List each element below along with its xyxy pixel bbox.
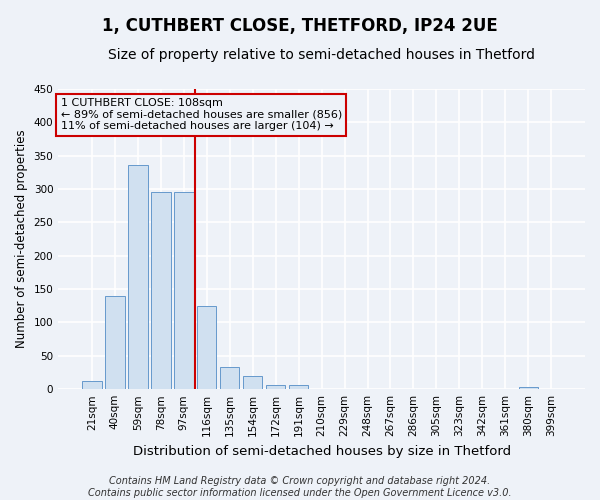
Bar	[518, 386, 538, 389]
Bar	[289, 384, 308, 389]
Title: Size of property relative to semi-detached houses in Thetford: Size of property relative to semi-detach…	[108, 48, 535, 62]
Y-axis label: Number of semi-detached properties: Number of semi-detached properties	[15, 130, 28, 348]
Bar	[128, 165, 148, 389]
Bar	[266, 385, 286, 389]
Text: 1, CUTHBERT CLOSE, THETFORD, IP24 2UE: 1, CUTHBERT CLOSE, THETFORD, IP24 2UE	[102, 18, 498, 36]
Text: Contains HM Land Registry data © Crown copyright and database right 2024.
Contai: Contains HM Land Registry data © Crown c…	[88, 476, 512, 498]
Bar	[197, 306, 217, 389]
Bar	[220, 367, 239, 389]
Text: 1 CUTHBERT CLOSE: 108sqm
← 89% of semi-detached houses are smaller (856)
11% of : 1 CUTHBERT CLOSE: 108sqm ← 89% of semi-d…	[61, 98, 342, 132]
Bar	[82, 381, 101, 389]
X-axis label: Distribution of semi-detached houses by size in Thetford: Distribution of semi-detached houses by …	[133, 444, 511, 458]
Bar	[105, 296, 125, 389]
Bar	[243, 376, 262, 389]
Bar	[151, 192, 170, 389]
Bar	[174, 192, 194, 389]
